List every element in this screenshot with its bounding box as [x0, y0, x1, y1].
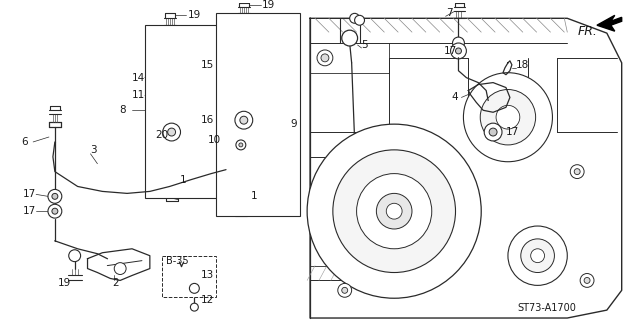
Text: ST73-A1700: ST73-A1700: [518, 303, 577, 313]
Text: 1: 1: [251, 191, 257, 201]
Text: 9: 9: [290, 119, 297, 129]
Circle shape: [321, 54, 329, 62]
Text: 14: 14: [132, 73, 145, 83]
Text: 7: 7: [445, 8, 452, 18]
Circle shape: [580, 274, 594, 287]
Circle shape: [496, 105, 520, 129]
Circle shape: [52, 193, 58, 199]
Bar: [216, 13, 300, 216]
Text: 17: 17: [23, 206, 36, 216]
Circle shape: [189, 284, 199, 293]
Circle shape: [240, 116, 248, 124]
Text: 12: 12: [201, 295, 214, 305]
Circle shape: [190, 303, 198, 311]
Circle shape: [114, 263, 126, 275]
Circle shape: [333, 150, 456, 273]
Text: 17: 17: [23, 189, 36, 199]
Circle shape: [52, 208, 58, 214]
Text: 1: 1: [179, 174, 186, 185]
Circle shape: [489, 128, 497, 136]
Text: 19: 19: [188, 10, 201, 20]
Circle shape: [450, 43, 466, 59]
Text: 2: 2: [112, 278, 119, 288]
Text: 6: 6: [21, 137, 28, 147]
Text: 5: 5: [362, 40, 368, 50]
Circle shape: [386, 203, 402, 219]
Circle shape: [235, 111, 253, 129]
Circle shape: [452, 37, 464, 49]
Circle shape: [236, 140, 246, 150]
Circle shape: [338, 284, 352, 297]
Circle shape: [48, 189, 62, 203]
Circle shape: [168, 128, 175, 136]
Bar: [161, 256, 216, 297]
Text: 13: 13: [201, 270, 214, 281]
Text: FR.: FR.: [577, 25, 597, 38]
Circle shape: [456, 48, 461, 54]
Circle shape: [376, 193, 412, 229]
Circle shape: [355, 15, 364, 25]
Circle shape: [307, 124, 481, 298]
Circle shape: [521, 239, 554, 273]
Circle shape: [357, 174, 432, 249]
Text: 4: 4: [452, 92, 458, 102]
Circle shape: [69, 250, 80, 262]
Text: B-35: B-35: [166, 256, 188, 266]
Text: 18: 18: [516, 60, 529, 70]
Text: 11: 11: [132, 91, 145, 100]
Text: 20: 20: [155, 130, 168, 140]
Circle shape: [342, 287, 348, 293]
Text: 15: 15: [201, 60, 214, 70]
Circle shape: [574, 169, 580, 175]
Circle shape: [480, 90, 536, 145]
Text: 3: 3: [91, 145, 97, 155]
Circle shape: [584, 277, 590, 284]
Circle shape: [317, 50, 333, 66]
Text: 17: 17: [506, 127, 519, 137]
Text: 16: 16: [201, 115, 214, 125]
Circle shape: [239, 143, 243, 147]
Circle shape: [48, 204, 62, 218]
Text: 10: 10: [208, 135, 221, 145]
Circle shape: [463, 73, 553, 162]
Text: 19: 19: [262, 0, 275, 11]
Circle shape: [163, 123, 181, 141]
Circle shape: [570, 165, 584, 179]
Text: 17: 17: [443, 46, 457, 56]
Text: 8: 8: [119, 105, 126, 115]
Circle shape: [531, 249, 545, 263]
Polygon shape: [597, 15, 621, 31]
Text: 19: 19: [58, 278, 71, 288]
Circle shape: [508, 226, 567, 285]
Circle shape: [484, 123, 502, 141]
Bar: [145, 25, 224, 198]
Circle shape: [350, 13, 360, 23]
Circle shape: [342, 30, 357, 46]
